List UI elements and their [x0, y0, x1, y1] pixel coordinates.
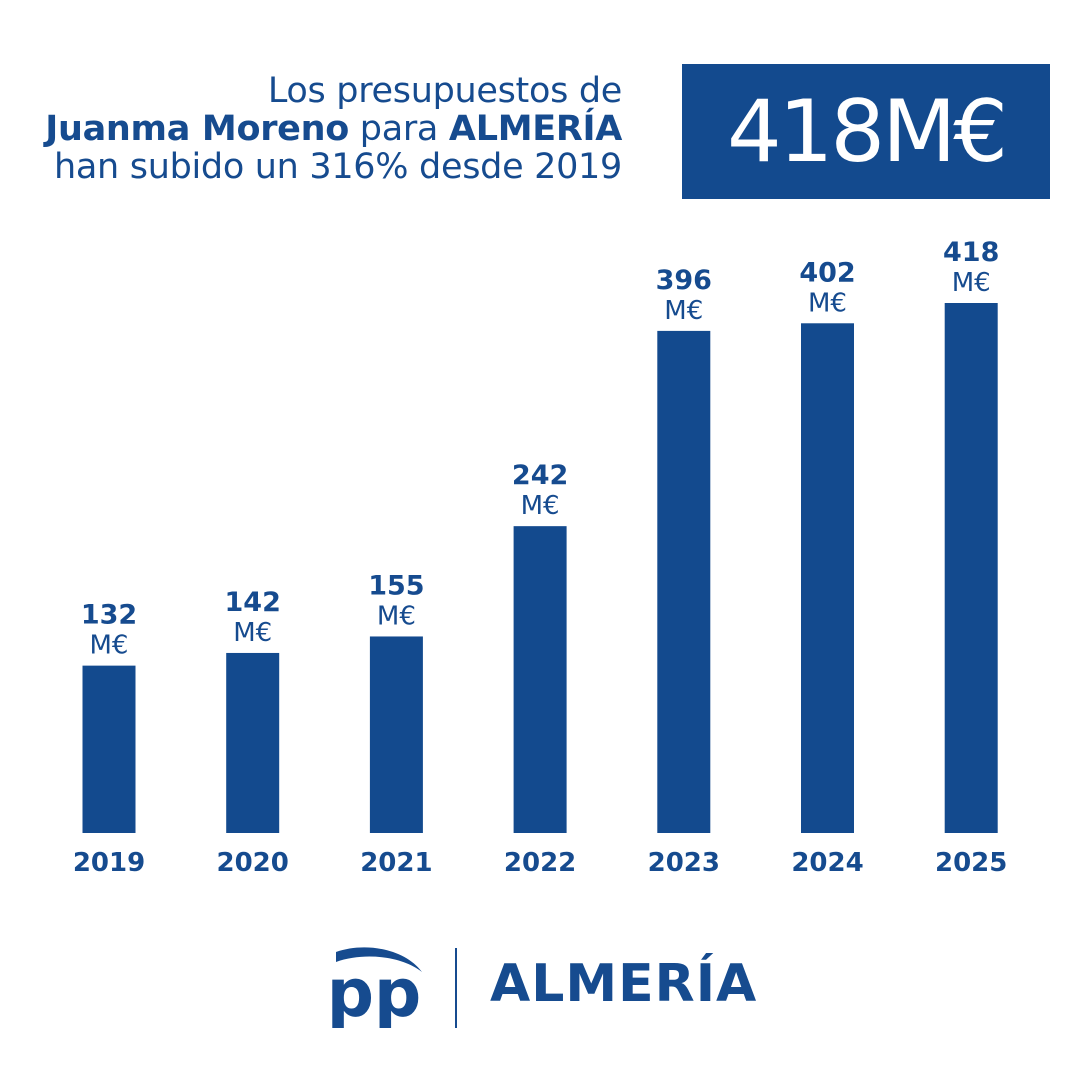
- data-unit-2025: M€: [952, 268, 991, 298]
- x-tick-2020: 2020: [217, 848, 289, 878]
- highlight-box: 418M€: [682, 64, 1050, 199]
- bar-2023: [657, 330, 711, 833]
- data-label-2024: 402: [799, 257, 855, 288]
- pp-logo-icon: pp: [327, 947, 422, 1028]
- data-label-2021: 155: [368, 570, 424, 601]
- headline: Los presupuestos de Juanma Moreno para A…: [45, 72, 622, 186]
- headline-line-1: Los presupuestos de: [267, 71, 622, 111]
- data-unit-2019: M€: [90, 631, 129, 661]
- data-unit-2022: M€: [521, 491, 560, 521]
- bar-2021: [369, 636, 423, 833]
- bar-chart: 132M€2019142M€2020155M€2021242M€2022396M…: [73, 237, 1008, 878]
- headline-line-2: Juanma Moreno para ALMERÍA: [45, 110, 622, 148]
- x-tick-2024: 2024: [791, 848, 863, 878]
- data-label-2023: 396: [656, 265, 712, 296]
- data-label-2019: 132: [81, 600, 137, 631]
- footer: pp ALMERÍA: [0, 940, 1080, 1040]
- data-unit-2020: M€: [233, 618, 272, 648]
- footer-region: ALMERÍA: [490, 954, 758, 1014]
- bar-2025: [944, 303, 998, 833]
- data-label-2020: 142: [225, 587, 281, 618]
- highlight-value: 418M€: [726, 81, 1008, 182]
- x-tick-2023: 2023: [648, 848, 720, 878]
- data-unit-2023: M€: [664, 296, 703, 326]
- data-unit-2024: M€: [808, 288, 847, 318]
- x-tick-2021: 2021: [360, 848, 432, 878]
- headline-connector: para: [348, 109, 449, 149]
- x-tick-2019: 2019: [73, 848, 145, 878]
- headline-name: Juanma Moreno: [45, 109, 349, 149]
- logo-text: pp: [327, 955, 422, 1028]
- data-label-2025: 418: [943, 237, 999, 268]
- bar-2024: [801, 323, 854, 833]
- headline-region: ALMERÍA: [448, 109, 622, 149]
- footer-divider: [455, 948, 457, 1028]
- bar-2020: [226, 652, 280, 833]
- data-label-2022: 242: [512, 460, 568, 491]
- x-tick-2022: 2022: [504, 848, 576, 878]
- headline-line-3: han subido un 316% desde 2019: [54, 147, 622, 187]
- bar-2022: [513, 526, 567, 833]
- x-tick-2025: 2025: [935, 848, 1007, 878]
- data-unit-2021: M€: [377, 601, 416, 631]
- bar-2019: [82, 665, 136, 833]
